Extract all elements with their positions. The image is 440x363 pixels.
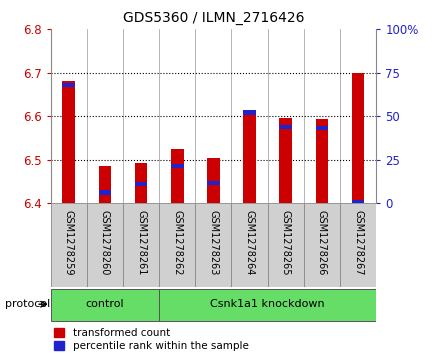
Text: GSM1278264: GSM1278264 bbox=[245, 210, 255, 275]
Text: GSM1278262: GSM1278262 bbox=[172, 210, 182, 276]
Bar bbox=[243, 112, 256, 203]
Text: GSM1278266: GSM1278266 bbox=[317, 210, 327, 275]
Bar bbox=[352, 73, 364, 203]
Title: GDS5360 / ILMN_2716426: GDS5360 / ILMN_2716426 bbox=[123, 11, 304, 25]
Text: control: control bbox=[85, 299, 124, 309]
Bar bbox=[279, 118, 292, 203]
FancyBboxPatch shape bbox=[123, 203, 159, 287]
Bar bbox=[99, 166, 111, 203]
Bar bbox=[207, 181, 220, 185]
Bar bbox=[62, 83, 75, 87]
FancyBboxPatch shape bbox=[51, 203, 87, 287]
Text: GSM1278263: GSM1278263 bbox=[209, 210, 218, 275]
Text: GSM1278259: GSM1278259 bbox=[64, 210, 73, 276]
Text: GSM1278265: GSM1278265 bbox=[281, 210, 291, 276]
Text: protocol: protocol bbox=[5, 299, 51, 309]
FancyBboxPatch shape bbox=[340, 203, 376, 287]
FancyBboxPatch shape bbox=[159, 289, 376, 321]
Bar bbox=[315, 126, 328, 130]
Text: GSM1278260: GSM1278260 bbox=[100, 210, 110, 275]
Bar bbox=[207, 158, 220, 203]
Text: GSM1278261: GSM1278261 bbox=[136, 210, 146, 275]
FancyBboxPatch shape bbox=[304, 203, 340, 287]
FancyBboxPatch shape bbox=[268, 203, 304, 287]
Bar bbox=[279, 125, 292, 129]
Bar bbox=[62, 81, 75, 203]
FancyBboxPatch shape bbox=[159, 203, 195, 287]
Bar bbox=[352, 200, 364, 205]
FancyBboxPatch shape bbox=[195, 203, 231, 287]
Legend: transformed count, percentile rank within the sample: transformed count, percentile rank withi… bbox=[54, 328, 249, 351]
Bar bbox=[315, 119, 328, 203]
FancyBboxPatch shape bbox=[87, 203, 123, 287]
Bar bbox=[171, 149, 183, 203]
Text: Csnk1a1 knockdown: Csnk1a1 knockdown bbox=[210, 299, 325, 309]
Bar bbox=[99, 190, 111, 195]
Bar bbox=[135, 182, 147, 186]
Text: GSM1278267: GSM1278267 bbox=[353, 210, 363, 276]
Bar bbox=[171, 164, 183, 168]
Bar bbox=[135, 163, 147, 203]
Bar bbox=[243, 110, 256, 115]
FancyBboxPatch shape bbox=[51, 289, 159, 321]
FancyBboxPatch shape bbox=[231, 203, 268, 287]
